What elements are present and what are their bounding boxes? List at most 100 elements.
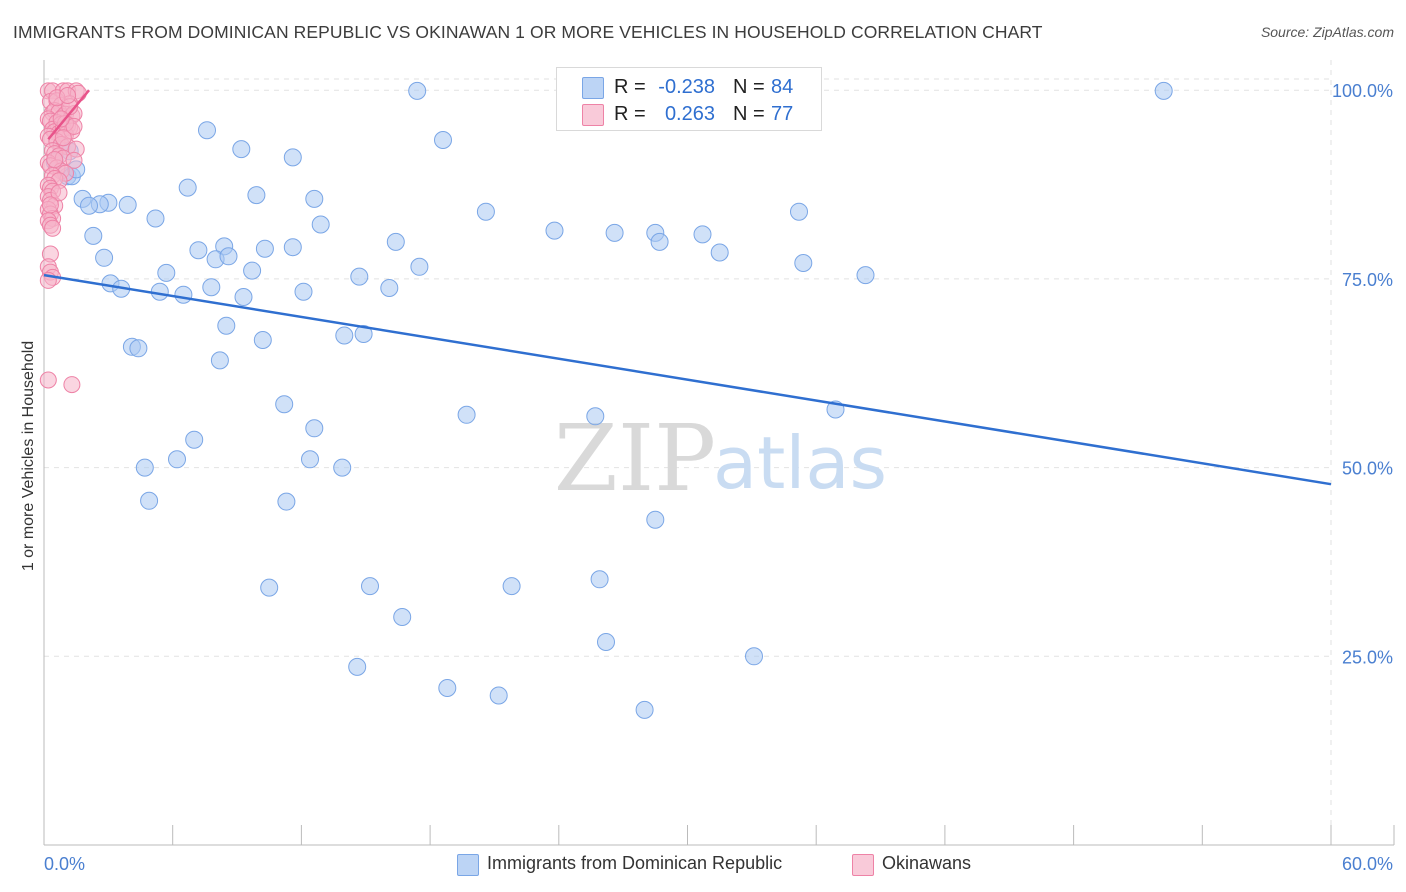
okinawan-point-74 — [41, 196, 59, 214]
legend-r-label: R = — [614, 76, 646, 98]
dominican-point-60 — [586, 407, 605, 426]
dominican-point-71 — [361, 577, 379, 596]
dominican-point-59 — [457, 405, 476, 424]
trend-lines — [43, 89, 1332, 486]
dominican-point-62 — [185, 430, 204, 449]
okinawan-point-70 — [54, 129, 72, 147]
dominican-point-15 — [118, 195, 137, 214]
dominican-point-11 — [305, 189, 324, 208]
series-okinawan-points — [39, 82, 87, 394]
correlation-legend: R = -0.238 N = 84 R = 0.263 N = 77 — [556, 67, 822, 131]
dominican-point-30 — [255, 239, 274, 258]
dominican-point-19 — [146, 209, 165, 228]
dominican-point-17 — [476, 202, 495, 221]
dominican-point-39 — [157, 263, 176, 282]
dominican-point-55 — [129, 339, 148, 358]
y-tick-label-1: 50.0% — [1342, 459, 1393, 479]
y-tick-label-2: 75.0% — [1342, 270, 1393, 290]
dominican-point-51 — [335, 326, 354, 345]
dominican-point-2 — [198, 121, 216, 140]
dominican-point-33 — [95, 248, 114, 267]
dominican-point-9 — [178, 178, 197, 197]
legend-n-label: N = — [733, 103, 765, 125]
dominican-point-40 — [350, 267, 369, 286]
dominican-point-37 — [794, 254, 813, 272]
dominican-point-16 — [80, 196, 98, 215]
legend-row-dominican: R = -0.238 N = 84 — [557, 73, 821, 101]
legend-label-okinawan: Okinawans — [882, 853, 972, 873]
dominican-point-68 — [277, 492, 296, 511]
dominican-point-69 — [646, 510, 665, 529]
x-tick-label-max: 60.0% — [1342, 854, 1393, 874]
dominican-point-0 — [408, 81, 427, 100]
dominican-point-79 — [489, 686, 508, 705]
series-dominican-points — [45, 81, 1173, 719]
okinawan-trend-line — [47, 89, 91, 141]
okinawan-point-75 — [59, 87, 77, 104]
dominican-point-50 — [217, 316, 236, 335]
dominican-point-24 — [386, 232, 405, 251]
okinawan-point-65 — [63, 376, 81, 394]
source-credit: Source: ZipAtlas.com — [1260, 24, 1394, 40]
legend-swatch-pink — [852, 854, 874, 876]
dominican-point-20 — [311, 215, 330, 234]
dominican-point-1 — [1154, 81, 1173, 100]
dominican-point-76 — [745, 647, 763, 666]
dominican-point-35 — [219, 247, 238, 266]
legend-swatch-pink — [582, 104, 604, 126]
dominican-point-36 — [410, 257, 429, 276]
dominican-point-46 — [380, 279, 399, 297]
legend-n-value: 84 — [771, 76, 794, 98]
x-tick-label-min: 0.0% — [44, 854, 85, 874]
dominican-point-73 — [590, 570, 609, 589]
okinawan-point-66 — [39, 371, 57, 389]
dominican-point-75 — [597, 633, 615, 651]
dominican-trend-line — [43, 273, 1332, 486]
dominican-point-23 — [84, 226, 103, 245]
dominican-point-72 — [502, 577, 521, 596]
dominican-point-48 — [174, 285, 193, 304]
okinawan-point-39 — [65, 151, 83, 169]
dominican-point-57 — [275, 395, 294, 414]
dominican-point-63 — [168, 450, 186, 469]
dominican-point-45 — [294, 282, 313, 301]
watermark-zip: ZIP — [554, 405, 716, 512]
dominican-point-3 — [434, 131, 452, 149]
dominican-point-64 — [301, 450, 319, 469]
okinawan-point-76 — [52, 110, 70, 128]
dominican-point-25 — [693, 225, 712, 244]
y-tick-label-0: 25.0% — [1342, 647, 1393, 667]
chart-title: IMMIGRANTS FROM DOMINICAN REPUBLIC VS OK… — [13, 22, 1043, 42]
watermark-atlas: atlas — [713, 421, 887, 505]
y-tick-label-3: 100.0% — [1332, 81, 1393, 101]
dominican-point-18 — [790, 202, 808, 221]
dominican-point-49 — [234, 288, 253, 306]
dominican-point-29 — [189, 241, 208, 260]
dominican-point-70 — [260, 578, 279, 597]
legend-label-dominican: Immigrants from Dominican Republic — [487, 853, 783, 873]
dominican-point-10 — [247, 186, 266, 205]
gridlines — [44, 60, 1332, 845]
dominican-point-56 — [210, 351, 229, 370]
dominican-point-4 — [232, 140, 251, 159]
series-legend: Immigrants from Dominican Republic Okina… — [0, 852, 1406, 878]
legend-r-label: R = — [614, 103, 646, 125]
dominican-point-52 — [354, 325, 373, 343]
legend-r-value: 0.263 — [664, 103, 715, 125]
watermark: ZIP atlas — [554, 405, 887, 512]
dominican-point-21 — [545, 221, 564, 240]
dominican-point-80 — [635, 700, 654, 719]
dominican-point-5 — [283, 148, 302, 167]
dominican-point-41 — [856, 266, 875, 285]
dominican-point-53 — [253, 331, 272, 349]
dominican-point-66 — [333, 458, 352, 477]
okinawan-point-73 — [50, 184, 68, 202]
y-tick-labels: 25.0% 50.0% 75.0% 100.0% — [1332, 81, 1393, 667]
dominican-point-67 — [140, 491, 159, 510]
legend-row-okinawan: R = 0.263 N = 77 — [557, 100, 821, 128]
dominican-point-22 — [605, 223, 624, 242]
dominican-point-32 — [710, 243, 729, 262]
legend-n-label: N = — [733, 76, 765, 98]
okinawan-point-59 — [44, 219, 62, 237]
